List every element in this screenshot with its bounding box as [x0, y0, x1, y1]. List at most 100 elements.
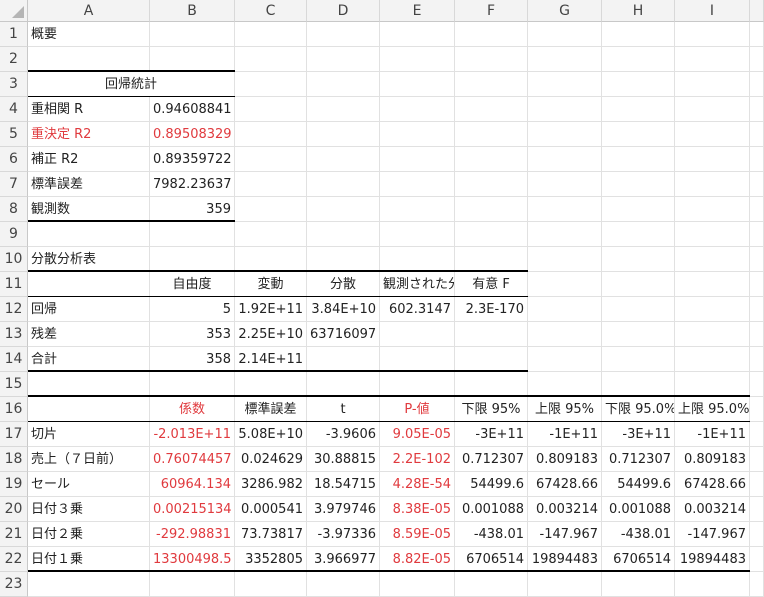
empty-cell[interactable]: [528, 47, 602, 72]
empty-cell[interactable]: [455, 222, 528, 247]
empty-cell[interactable]: [602, 122, 675, 147]
empty-cell[interactable]: [235, 222, 307, 247]
select-all-corner[interactable]: [0, 0, 28, 22]
empty-cell[interactable]: [675, 297, 750, 322]
empty-cell[interactable]: [528, 122, 602, 147]
empty-cell[interactable]: [235, 197, 307, 222]
empty-cell[interactable]: [528, 222, 602, 247]
cell-F21[interactable]: -438.01: [455, 522, 528, 547]
cell-G22[interactable]: 19894483: [528, 547, 602, 572]
cell-A1[interactable]: 概要: [28, 22, 150, 47]
empty-cell[interactable]: [235, 22, 307, 47]
row-header-20[interactable]: 20: [0, 497, 28, 522]
empty-cell[interactable]: [455, 97, 528, 122]
empty-cell[interactable]: [235, 97, 307, 122]
row-header-13[interactable]: 13: [0, 322, 28, 347]
cell-A21[interactable]: 日付２乗: [28, 522, 150, 547]
empty-cell[interactable]: [528, 247, 602, 272]
row-header-2[interactable]: 2: [0, 47, 28, 72]
empty-cell[interactable]: [750, 97, 764, 122]
empty-cell[interactable]: [675, 222, 750, 247]
empty-cell[interactable]: [307, 347, 380, 372]
cell-A3[interactable]: 回帰統計: [28, 72, 235, 97]
empty-cell[interactable]: [528, 347, 602, 372]
empty-cell[interactable]: [750, 247, 764, 272]
cell-B16[interactable]: 係数: [150, 397, 235, 422]
cell-D21[interactable]: -3.97336: [307, 522, 380, 547]
row-header-9[interactable]: 9: [0, 222, 28, 247]
cell-F18[interactable]: 0.712307: [455, 447, 528, 472]
empty-cell[interactable]: [380, 122, 455, 147]
column-header-a[interactable]: A: [28, 0, 150, 22]
empty-cell[interactable]: [750, 197, 764, 222]
cell-C12[interactable]: 1.92E+11: [235, 297, 307, 322]
empty-cell[interactable]: [675, 322, 750, 347]
cell-E20[interactable]: 8.38E-05: [380, 497, 455, 522]
cell-C21[interactable]: 73.73817: [235, 522, 307, 547]
cell-H21[interactable]: -438.01: [602, 522, 675, 547]
empty-cell[interactable]: [750, 447, 764, 472]
empty-cell[interactable]: [307, 572, 380, 597]
empty-cell[interactable]: [28, 572, 150, 597]
empty-cell[interactable]: [380, 72, 455, 97]
cell-E18[interactable]: 2.2E-102: [380, 447, 455, 472]
cell-H18[interactable]: 0.712307: [602, 447, 675, 472]
cell-D22[interactable]: 3.966977: [307, 547, 380, 572]
empty-cell[interactable]: [602, 247, 675, 272]
empty-cell[interactable]: [235, 47, 307, 72]
cell-G19[interactable]: 67428.66: [528, 472, 602, 497]
empty-cell[interactable]: [528, 572, 602, 597]
empty-cell[interactable]: [307, 372, 380, 397]
row-header-5[interactable]: 5: [0, 122, 28, 147]
empty-cell[interactable]: [528, 172, 602, 197]
cell-C20[interactable]: 0.000541: [235, 497, 307, 522]
empty-cell[interactable]: [307, 222, 380, 247]
empty-cell[interactable]: [750, 347, 764, 372]
empty-cell[interactable]: [28, 372, 150, 397]
empty-cell[interactable]: [602, 97, 675, 122]
cell-F22[interactable]: 6706514: [455, 547, 528, 572]
cell-D19[interactable]: 18.54715: [307, 472, 380, 497]
empty-cell[interactable]: [750, 147, 764, 172]
cell-B14[interactable]: 358: [150, 347, 235, 372]
row-header-19[interactable]: 19: [0, 472, 28, 497]
cell-I20[interactable]: 0.003214: [675, 497, 750, 522]
empty-cell[interactable]: [675, 172, 750, 197]
cell-C14[interactable]: 2.14E+11: [235, 347, 307, 372]
empty-cell[interactable]: [750, 222, 764, 247]
empty-cell[interactable]: [528, 297, 602, 322]
empty-cell[interactable]: [602, 197, 675, 222]
empty-cell[interactable]: [28, 47, 150, 72]
column-header-c[interactable]: C: [235, 0, 307, 22]
cell-I18[interactable]: 0.809183: [675, 447, 750, 472]
cell-H22[interactable]: 6706514: [602, 547, 675, 572]
empty-cell[interactable]: [455, 197, 528, 222]
empty-cell[interactable]: [307, 97, 380, 122]
empty-cell[interactable]: [150, 22, 235, 47]
empty-cell[interactable]: [455, 347, 528, 372]
cell-B11[interactable]: 自由度: [150, 272, 235, 297]
cell-I17[interactable]: -1E+11: [675, 422, 750, 447]
empty-cell[interactable]: [380, 22, 455, 47]
cell-D11[interactable]: 分散: [307, 272, 380, 297]
cell-H19[interactable]: 54499.6: [602, 472, 675, 497]
empty-cell[interactable]: [750, 522, 764, 547]
cell-E16[interactable]: P-値: [380, 397, 455, 422]
row-header-22[interactable]: 22: [0, 547, 28, 572]
empty-cell[interactable]: [602, 372, 675, 397]
cell-D20[interactable]: 3.979746: [307, 497, 380, 522]
empty-cell[interactable]: [380, 347, 455, 372]
empty-cell[interactable]: [235, 147, 307, 172]
cell-C11[interactable]: 変動: [235, 272, 307, 297]
empty-cell[interactable]: [307, 147, 380, 172]
empty-cell[interactable]: [380, 322, 455, 347]
empty-cell[interactable]: [455, 247, 528, 272]
empty-cell[interactable]: [455, 47, 528, 72]
empty-cell[interactable]: [235, 72, 307, 97]
empty-cell[interactable]: [380, 172, 455, 197]
cell-B7[interactable]: 7982.23637: [150, 172, 235, 197]
cell-A4[interactable]: 重相関 R: [28, 97, 150, 122]
empty-cell[interactable]: [750, 72, 764, 97]
row-header-1[interactable]: 1: [0, 22, 28, 47]
cell-D17[interactable]: -3.9606: [307, 422, 380, 447]
